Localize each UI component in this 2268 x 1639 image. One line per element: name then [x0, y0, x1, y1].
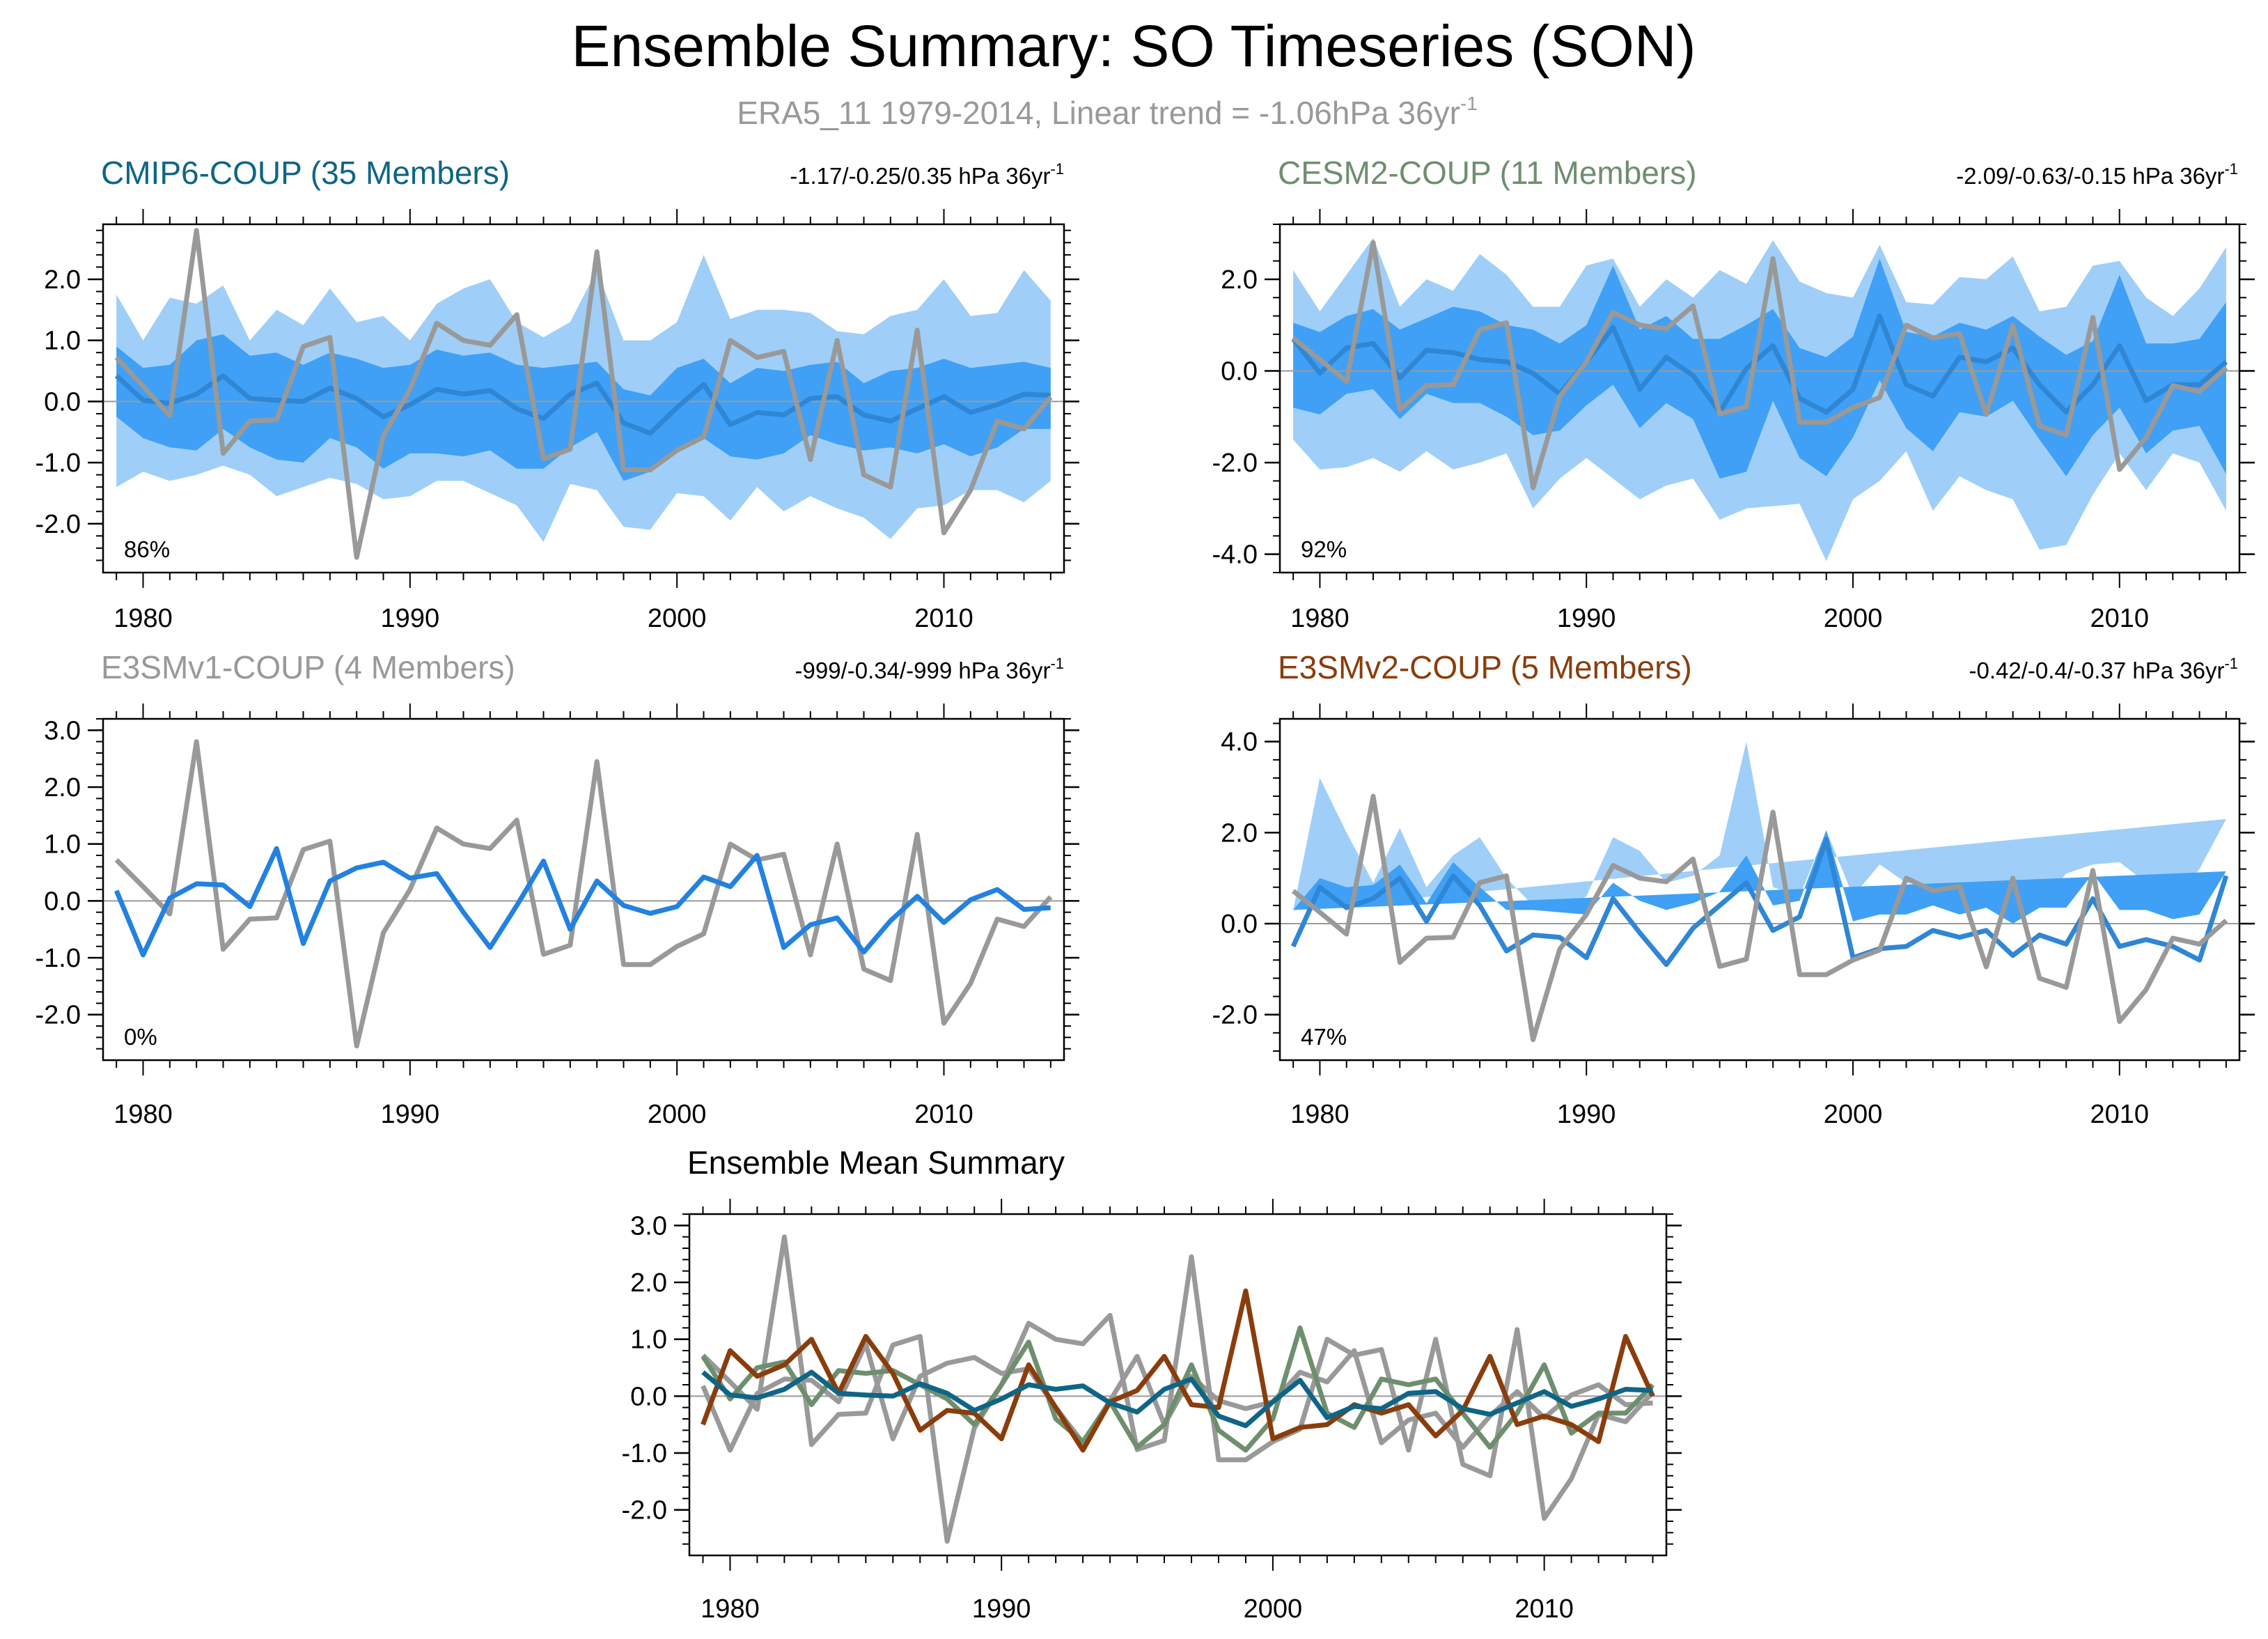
plot-frame — [102, 717, 1065, 1062]
y-tick-label: -2.0 — [36, 1001, 81, 1030]
inner-spread-band — [116, 334, 1051, 481]
x-tick-label: 1980 — [1290, 1100, 1350, 1129]
trend-label: -0.42/-0.4/-0.37 hPa 36yr-1 — [1969, 655, 2238, 683]
y-tick-label: 0.0 — [1221, 910, 1258, 939]
figure-subtitle-main: ERA5_11 1979-2014, Linear trend = -1.06h… — [737, 95, 1460, 131]
x-tick-label: 1990 — [1557, 1100, 1616, 1129]
x-tick-label: 1980 — [114, 604, 173, 633]
y-tick-label: 2.0 — [44, 265, 81, 295]
x-tick-label: 1980 — [1290, 604, 1350, 633]
x-tick-label: 2010 — [914, 1100, 973, 1129]
y-tick-label: 2.0 — [1221, 265, 1258, 295]
y-tick-label: 0.0 — [1221, 357, 1258, 387]
y-tick-label: -1.0 — [36, 449, 81, 478]
y-tick-label: 3.0 — [630, 1211, 667, 1241]
y-tick-label: -1.0 — [622, 1439, 667, 1468]
panel-cmip6: -2.0 -1.0 0.0 1.0 2.0 1980 1990 2000 2010 CMIP6-C… — [36, 155, 1079, 633]
y-tick-label: -2.0 — [622, 1496, 667, 1525]
plot-frame — [1278, 223, 2241, 574]
outer-spread-band — [1293, 741, 2226, 912]
ensemble-mean-line — [1290, 837, 2229, 968]
percent-label: 92% — [1301, 536, 1347, 562]
trend-label-sup: -1 — [1050, 160, 1064, 178]
trend-label-sup: -1 — [1050, 655, 1064, 672]
inner-spread-band — [1293, 258, 2226, 479]
panel-title: CESM2-COUP (11 Members) — [1278, 155, 1697, 191]
x-tick-label: 1990 — [381, 604, 440, 633]
y-tick-label: 1.0 — [44, 327, 81, 356]
x-tick-label: 1980 — [114, 1100, 173, 1129]
y-tick-label: -1.0 — [36, 944, 81, 973]
x-tick-label: 2010 — [914, 604, 973, 633]
panel-e3smv1: -2.0 -1.0 0.0 1.0 2.0 3.0 1980 1990 2000 2010 E3SM… — [36, 649, 1079, 1129]
panel-title: Ensemble Mean Summary — [687, 1144, 1065, 1181]
inner-spread-band — [1293, 830, 2226, 924]
plot-frame — [102, 223, 1065, 574]
trend-label: -1.17/-0.25/0.35 hPa 36yr-1 — [790, 160, 1064, 189]
percent-label: 47% — [1301, 1024, 1347, 1050]
panel-title: CMIP6-COUP (35 Members) — [101, 155, 510, 191]
y-tick-label: 2.0 — [44, 773, 81, 802]
ensemble-mean-line — [114, 846, 1051, 958]
x-tick-label: 2000 — [648, 1100, 707, 1129]
trend-label: -999/-0.34/-999 hPa 36yr-1 — [795, 655, 1064, 683]
trend-label-main: -2.09/-0.63/-0.15 hPa 36yr — [1956, 163, 2224, 189]
y-tick-label: 0.0 — [44, 887, 81, 916]
panel-title: E3SMv2-COUP (5 Members) — [1278, 649, 1692, 685]
y-tick-label: -2.0 — [1212, 1001, 1258, 1030]
panel-title: E3SMv1-COUP (4 Members) — [101, 649, 515, 685]
x-tick-label: 2010 — [2090, 604, 2149, 633]
observed-line — [1291, 793, 2228, 1043]
x-tick-label: 2010 — [1515, 1594, 1574, 1624]
x-tick-label: 1980 — [701, 1594, 760, 1624]
plot-frame — [1278, 717, 2241, 1062]
panel-summary: -2.0 -1.0 0.0 1.0 2.0 3.0 1980 1990 2000 2010 Ense… — [622, 1144, 1682, 1624]
y-tick-label: -4.0 — [1212, 541, 1258, 570]
x-tick-label: 2000 — [1824, 1100, 1883, 1129]
figure-subtitle: ERA5_11 1979-2014, Linear trend = -1.06h… — [737, 93, 1478, 131]
trend-label-main: -999/-0.34/-999 hPa 36yr — [795, 658, 1051, 683]
percent-label: 86% — [124, 536, 170, 562]
series-line-cmip6-coup — [701, 1369, 1653, 1429]
trend-label-sup: -1 — [2224, 160, 2238, 178]
x-tick-label: 1990 — [381, 1100, 440, 1129]
y-tick-label: -2.0 — [36, 510, 81, 539]
y-tick-label: 0.0 — [630, 1382, 667, 1411]
observed-line — [114, 228, 1053, 560]
series-line-era5_11 — [701, 1234, 1655, 1544]
figure-title: Ensemble Summary: SO Timeseries (SON) — [571, 13, 1696, 79]
y-tick-label: 1.0 — [630, 1326, 667, 1355]
y-tick-label: -2.0 — [1212, 449, 1258, 478]
trend-label-main: -0.42/-0.4/-0.37 hPa 36yr — [1969, 658, 2225, 683]
x-tick-label: 1990 — [972, 1594, 1031, 1624]
x-tick-label: 2010 — [2090, 1100, 2149, 1129]
ensemble-mean-line — [114, 373, 1051, 436]
observed-line — [1291, 240, 2228, 490]
y-tick-label: 1.0 — [44, 830, 81, 860]
trend-label-main: -1.17/-0.25/0.35 hPa 36yr — [790, 163, 1050, 189]
series-line-cesm2-coup — [701, 1325, 1655, 1453]
y-tick-label: 3.0 — [44, 716, 81, 745]
panel-cesm2: -4.0 -2.0 0.0 2.0 1980 1990 2000 2010 CESM2-COUP… — [1212, 155, 2255, 633]
series-line-e3smv2-coup — [701, 1288, 1655, 1453]
trend-label-sup: -1 — [2224, 655, 2238, 672]
panels: -2.0 -1.0 0.0 1.0 2.0 1980 1990 2000 2010 CMIP6-C… — [36, 155, 2255, 1624]
figure-subtitle-sup: -1 — [1460, 93, 1478, 114]
y-tick-label: 4.0 — [1221, 728, 1258, 757]
x-tick-label: 1990 — [1557, 604, 1616, 633]
observed-line — [114, 739, 1053, 1049]
percent-label: 0% — [124, 1024, 157, 1050]
x-tick-label: 2000 — [648, 604, 707, 633]
panel-e3smv2: -2.0 0.0 2.0 4.0 1980 1990 2000 2010 E3SMv2-COUP… — [1212, 649, 2255, 1129]
trend-label: -2.09/-0.63/-0.15 hPa 36yr-1 — [1956, 160, 2238, 189]
x-tick-label: 2000 — [1244, 1594, 1303, 1624]
y-tick-label: 2.0 — [630, 1268, 667, 1298]
x-tick-label: 2000 — [1824, 604, 1883, 633]
y-tick-label: 2.0 — [1221, 818, 1258, 848]
y-tick-label: 0.0 — [44, 387, 81, 417]
